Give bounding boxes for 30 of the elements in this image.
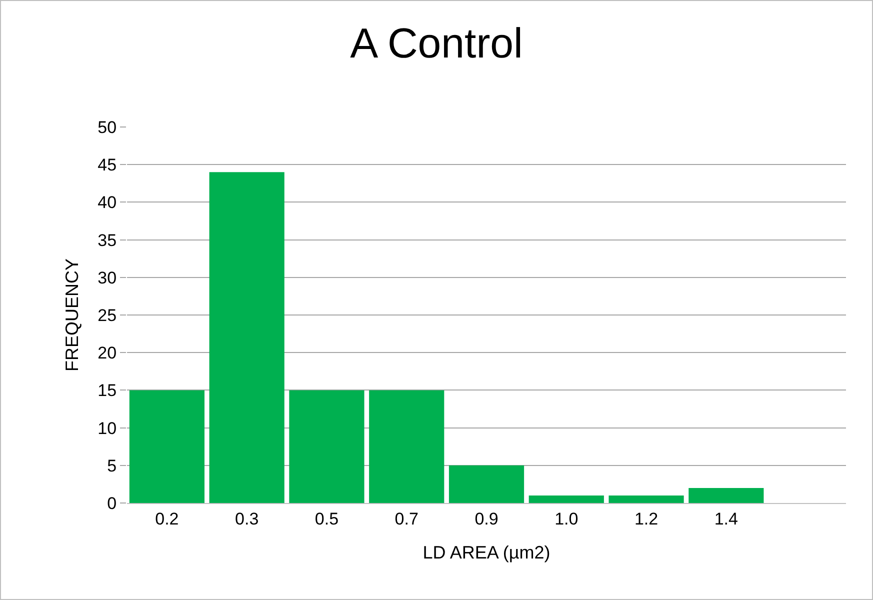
y-tick-label: 25 bbox=[98, 306, 117, 325]
bar bbox=[688, 488, 764, 503]
y-axis-title: FREQUENCY bbox=[62, 258, 82, 372]
x-tick-label: 1.4 bbox=[714, 509, 738, 528]
x-tick-label: 0.9 bbox=[474, 509, 498, 528]
bar bbox=[608, 495, 684, 503]
bar bbox=[289, 390, 364, 503]
chart-title: A Control bbox=[350, 19, 523, 66]
y-tick-label: 15 bbox=[98, 381, 117, 400]
bar bbox=[129, 390, 204, 503]
y-tick-label: 20 bbox=[98, 344, 117, 363]
x-tick-label: 0.3 bbox=[235, 509, 259, 528]
bar bbox=[448, 465, 524, 503]
y-tick-label: 10 bbox=[98, 418, 117, 438]
x-axis-title: LD AREA (µm2) bbox=[422, 542, 550, 562]
y-tick-label: 45 bbox=[98, 156, 117, 175]
y-tick-label: 5 bbox=[107, 456, 117, 476]
y-tick-label: 50 bbox=[98, 118, 117, 137]
x-tick-label: 1.2 bbox=[634, 509, 658, 528]
y-tick-label: 35 bbox=[98, 230, 117, 250]
x-tick-label: 0.2 bbox=[155, 509, 179, 528]
x-tick-label: 0.5 bbox=[314, 509, 339, 528]
bar bbox=[209, 172, 284, 503]
y-tick-label: 0 bbox=[107, 494, 117, 513]
x-tick-label: 0.7 bbox=[394, 509, 418, 528]
bar bbox=[528, 495, 604, 503]
y-tick-label: 30 bbox=[98, 268, 117, 288]
y-tick-label: 40 bbox=[98, 193, 117, 212]
x-tick-label: 1.0 bbox=[554, 509, 578, 528]
bar bbox=[369, 390, 444, 503]
